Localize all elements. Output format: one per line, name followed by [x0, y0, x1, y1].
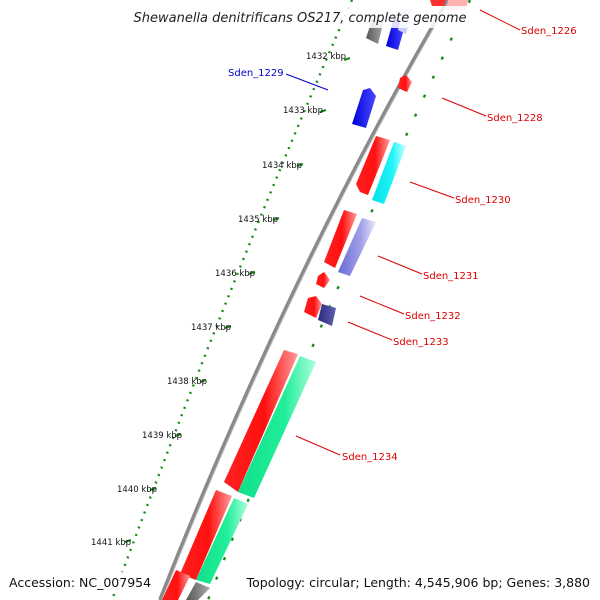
gene-sden-1229 — [352, 88, 376, 128]
gene-sden-1231-red — [324, 210, 357, 268]
tick-label-1441: 1441 kbp — [91, 538, 131, 548]
footer-backdrop-right — [256, 572, 596, 592]
gene-features — [162, 0, 468, 600]
inner-tick-track — [206, 0, 472, 600]
tick-labels: 1432 kbp 1433 kbp 1434 kbp 1435 kbp 1436… — [91, 52, 346, 548]
gene-lower-red — [180, 490, 232, 580]
gene-label-sden-1230: Sden_1230 — [455, 195, 511, 206]
gene-bottom-gray — [186, 582, 210, 600]
tick-label-1437: 1437 kbp — [191, 323, 231, 333]
gene-sden-1232-b — [304, 296, 322, 318]
gene-sden-1234-green — [238, 356, 316, 498]
accession-label: Accession: NC_007954 — [9, 575, 151, 590]
gene-label-sden-1231: Sden_1231 — [423, 271, 479, 282]
gene-lower-green — [196, 498, 248, 584]
tick-label-1438: 1438 kbp — [167, 377, 207, 387]
tick-label-1434: 1434 kbp — [262, 161, 302, 171]
gene-label-sden-1228: Sden_1228 — [487, 113, 543, 124]
leader-lines — [285, 9, 521, 456]
tick-label-1439: 1439 kbp — [142, 431, 182, 441]
gene-label-sden-1229: Sden_1229 — [228, 68, 284, 79]
tick-label-1433: 1433 kbp — [283, 106, 323, 116]
tick-marks — [124, 57, 351, 543]
gene-sden-1230-red — [356, 136, 390, 195]
tick-label-1432: 1432 kbp — [306, 52, 346, 62]
gene-label-sden-1226: Sden_1226 — [521, 26, 577, 37]
page-title: Shewanella denitrificans OS217, complete… — [134, 11, 467, 26]
gene-labels: Sden_1226 Sden_1228 Sden_1229 Sden_1230 … — [228, 26, 577, 463]
gene-sden-1228 — [398, 75, 412, 92]
tick-label-1440: 1440 kbp — [117, 485, 157, 495]
gene-label-sden-1234: Sden_1234 — [342, 452, 398, 463]
gene-sden-1232-a — [316, 272, 330, 288]
title-backdrop — [122, 6, 478, 28]
gene-red-top — [430, 0, 446, 6]
gene-label-sden-1232: Sden_1232 — [405, 311, 461, 322]
genome-summary: Topology: circular; Length: 4,545,906 bp… — [246, 575, 590, 590]
gene-sden-1231-lav — [338, 218, 376, 276]
tick-label-1435: 1435 kbp — [238, 215, 278, 225]
gene-bottom-red — [162, 570, 190, 600]
gene-label-sden-1233: Sden_1233 — [393, 337, 449, 348]
footer-backdrop-left — [4, 572, 150, 592]
gene-sden-1234-red — [224, 350, 298, 492]
gene-sden-1230-cyan — [372, 142, 406, 204]
gene-sden-1233 — [318, 304, 336, 326]
tick-label-1436: 1436 kbp — [215, 269, 255, 279]
